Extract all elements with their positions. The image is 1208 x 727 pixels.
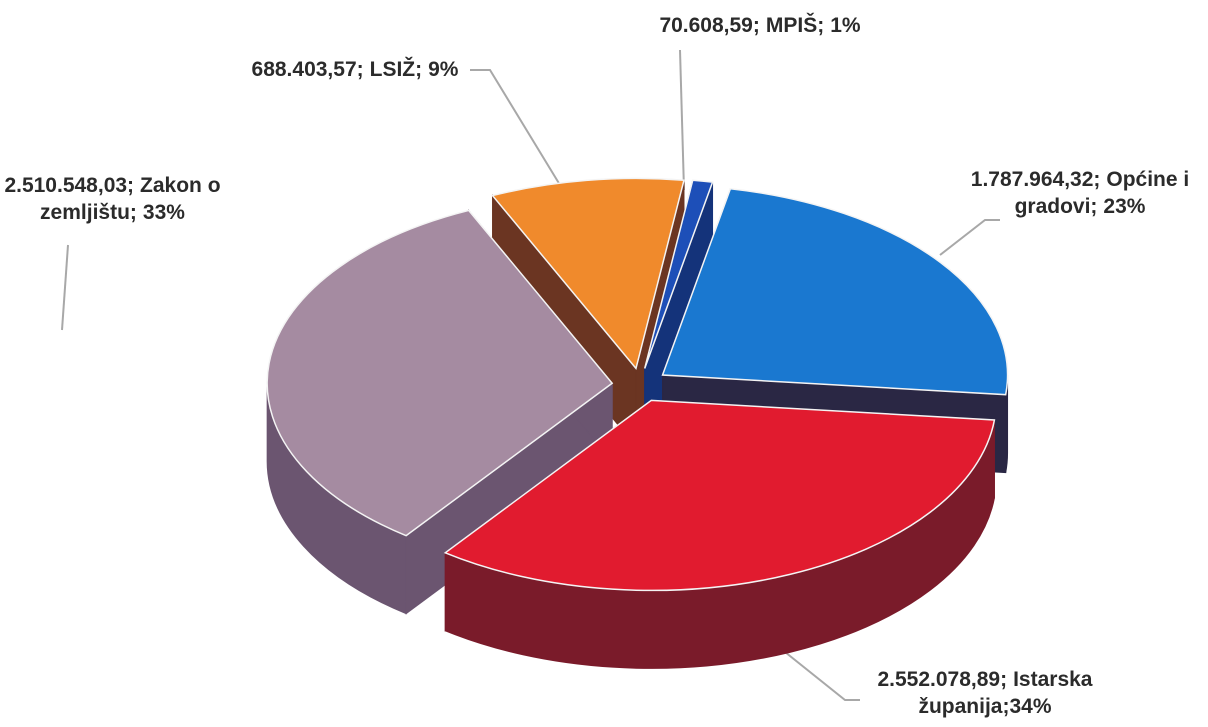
slice-top xyxy=(443,399,996,592)
data-label: 2.552.078,89; Istarska županija;34% xyxy=(840,666,1130,720)
data-label: 1.787.964,32; Općine i gradovi; 23% xyxy=(945,166,1208,220)
percent-label: 1% xyxy=(830,14,861,37)
slice xyxy=(643,179,714,447)
percent-label: 34% xyxy=(1009,695,1052,718)
slice xyxy=(266,209,614,615)
value-label: 70.608,59; xyxy=(659,14,760,37)
leader-line xyxy=(470,69,561,186)
value-label: 688.403,57; xyxy=(251,58,364,81)
data-label: 70.608,59; MPIŠ; 1% xyxy=(600,12,920,39)
pie xyxy=(266,177,1009,669)
slice-top xyxy=(643,179,714,369)
category-label: MPIŠ; xyxy=(765,14,825,37)
slice xyxy=(443,399,996,669)
leader-line xyxy=(939,219,1000,256)
value-label: 2.510.548,03; xyxy=(4,174,135,197)
percent-label: 23% xyxy=(1103,195,1146,218)
value-label: 2.552.078,89; xyxy=(877,668,1008,691)
data-label: 688.403,57; LSIŽ; 9% xyxy=(220,56,490,83)
slice-top xyxy=(491,177,685,370)
leader-lines xyxy=(61,49,1000,701)
percent-label: 33% xyxy=(142,201,185,224)
category-label: Općine i gradovi; xyxy=(1014,168,1190,218)
slice-top xyxy=(661,187,1009,396)
leader-line xyxy=(61,244,69,331)
leader-line xyxy=(769,639,860,701)
category-label: Istarska županija; xyxy=(918,668,1093,718)
category-label: LSIŽ; xyxy=(369,58,423,81)
percent-label: 9% xyxy=(428,58,459,81)
category-label: Zakon o zemljištu; xyxy=(40,174,221,224)
value-label: 1.787.964,32; xyxy=(970,168,1101,191)
data-label: 2.510.548,03; Zakon o zemljištu; 33% xyxy=(0,172,225,226)
slice-top xyxy=(266,209,614,537)
leader-line xyxy=(679,49,685,191)
